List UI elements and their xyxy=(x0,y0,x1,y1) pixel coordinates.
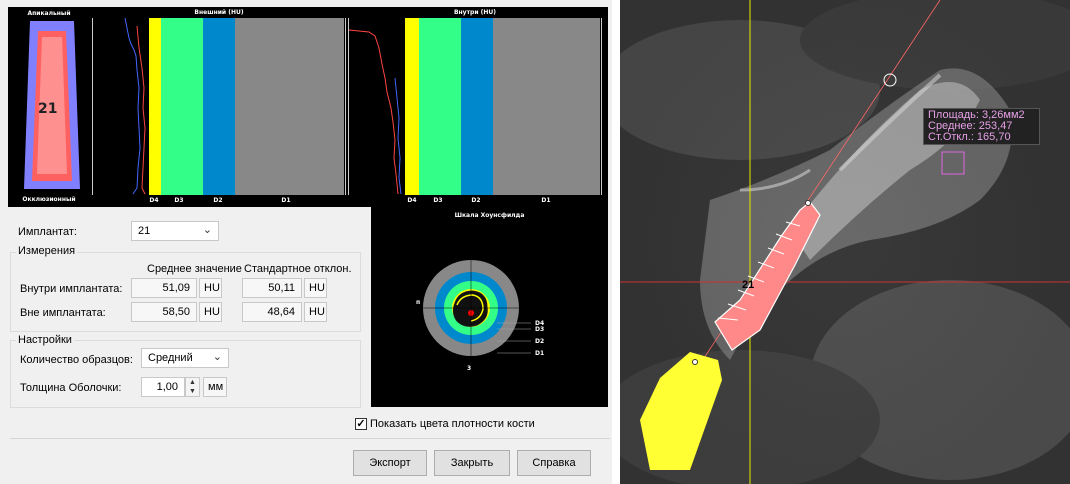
inner-d4-label: D4 xyxy=(407,197,417,204)
inside-implant-label: Внутри имплантата: xyxy=(20,283,123,295)
implant-select-value: 21 xyxy=(138,225,151,237)
outer-d4-band xyxy=(149,18,161,195)
samples-count-label: Количество образцов: xyxy=(20,354,133,366)
outer-d1-label: D1 xyxy=(281,197,291,204)
inner-d4-band xyxy=(405,18,419,195)
roi-std: Ст.Откл.: 165,70 xyxy=(928,131,1011,143)
inside-std-unit: HU xyxy=(304,278,327,298)
roi-stats-box[interactable]: Площадь: 3,26мм2 Среднее: 253,47 Ст.Откл… xyxy=(923,108,1040,145)
misch-d4-label: D4 xyxy=(535,320,545,327)
dialog-divider xyxy=(10,438,610,439)
ct-implant-number: 21 xyxy=(742,279,755,291)
close-button[interactable]: Закрыть xyxy=(434,450,510,476)
inner-chart-frame xyxy=(348,18,602,195)
outside-std-unit: HU xyxy=(304,302,327,322)
outer-d1-band xyxy=(235,18,344,195)
misch-d2-label: D2 xyxy=(535,338,545,345)
misch-scale-panel: Шкала Хоунсфилда п 3 D4 D3 D2 D1 xyxy=(371,207,608,407)
spin-down-icon[interactable]: ▼ xyxy=(189,388,196,395)
column-std-header: Стандартное отклон. xyxy=(244,263,352,275)
ct-scan-image xyxy=(620,0,1070,484)
help-button[interactable]: Справка xyxy=(517,450,591,476)
outer-chart-title: Внешний (HU) xyxy=(194,9,244,16)
implant-profile-diagram xyxy=(24,21,80,189)
inner-d3-band xyxy=(419,18,461,195)
chevron-down-icon: ⌄ xyxy=(212,351,222,363)
outer-profile-line xyxy=(124,18,146,195)
misch-scale-title: Шкала Хоунсфилда xyxy=(454,212,525,219)
outer-d3-band xyxy=(161,18,203,195)
outer-d4-label: D4 xyxy=(149,197,159,204)
outside-mean-unit: HU xyxy=(199,302,222,322)
inside-std-value: 50,11 xyxy=(242,278,302,298)
implant-select[interactable]: 21 ⌄ xyxy=(131,221,219,241)
inside-mean-value: 51,09 xyxy=(131,278,197,298)
inner-chart-title: Внутри (HU) xyxy=(453,9,497,16)
samples-count-value: Средний xyxy=(148,352,193,364)
inner-d3-label: D3 xyxy=(433,197,443,204)
roi-mean: Среднее: 253,47 xyxy=(928,120,1013,132)
inner-profile-line xyxy=(349,29,402,195)
inner-d2-band xyxy=(461,18,493,195)
outside-std-value: 48,64 xyxy=(242,302,302,322)
outer-d2-band xyxy=(203,18,235,195)
outer-d3-label: D3 xyxy=(174,197,184,204)
apical-label: Апикальный xyxy=(27,10,71,17)
show-density-checkbox[interactable]: ✓ xyxy=(355,418,367,430)
misch-d3-label: D3 xyxy=(535,326,545,333)
samples-count-select[interactable]: Средний ⌄ xyxy=(141,348,229,368)
chevron-down-icon: ⌄ xyxy=(202,224,212,236)
export-button[interactable]: Экспорт xyxy=(353,450,427,476)
shell-thickness-label: Толщина Оболочки: xyxy=(20,382,122,394)
settings-title: Настройки xyxy=(16,334,74,346)
inside-mean-unit: HU xyxy=(199,278,222,298)
misch-bottom-label: 3 xyxy=(467,365,472,372)
inner-d1-label: D1 xyxy=(541,197,551,204)
tooth-number: 21 xyxy=(38,101,58,117)
misch-side-label: п xyxy=(416,299,421,306)
measurements-title: Измерения xyxy=(16,245,78,257)
outside-implant-label: Вне имплантата: xyxy=(20,307,106,319)
outside-mean-value: 58,50 xyxy=(131,302,197,322)
density-chart-panel: Апикальный 21 Окклюзионный Внешний (HU) … xyxy=(8,7,608,207)
roi-area: Площадь: 3,26мм2 xyxy=(928,109,1025,121)
ct-scan-view[interactable]: 21 Площадь: 3,26мм2 Среднее: 253,47 Ст.О… xyxy=(620,0,1070,484)
occlusal-label: Окклюзионный xyxy=(22,196,76,203)
misch-d1-label: D1 xyxy=(535,350,545,357)
show-density-label[interactable]: Показать цвета плотности кости xyxy=(370,418,535,430)
spin-up-icon[interactable]: ▲ xyxy=(189,379,196,386)
shell-thickness-spinner[interactable]: ▲ ▼ xyxy=(185,377,200,397)
bone-density-dialog: Апикальный 21 Окклюзионный Внешний (HU) … xyxy=(0,0,612,484)
outer-chart-frame xyxy=(92,18,346,195)
shell-thickness-input[interactable]: 1,00 xyxy=(141,377,185,397)
implant-label: Имплантат: xyxy=(18,226,77,238)
misch-target-chart xyxy=(423,260,519,357)
inner-d1-band xyxy=(493,18,600,195)
misch-leader-lines xyxy=(497,322,531,354)
outer-d2-label: D2 xyxy=(213,197,223,204)
shell-thickness-unit: мм xyxy=(203,377,227,397)
column-mean-header: Среднее значение xyxy=(147,263,242,275)
inner-d2-label: D2 xyxy=(471,197,481,204)
